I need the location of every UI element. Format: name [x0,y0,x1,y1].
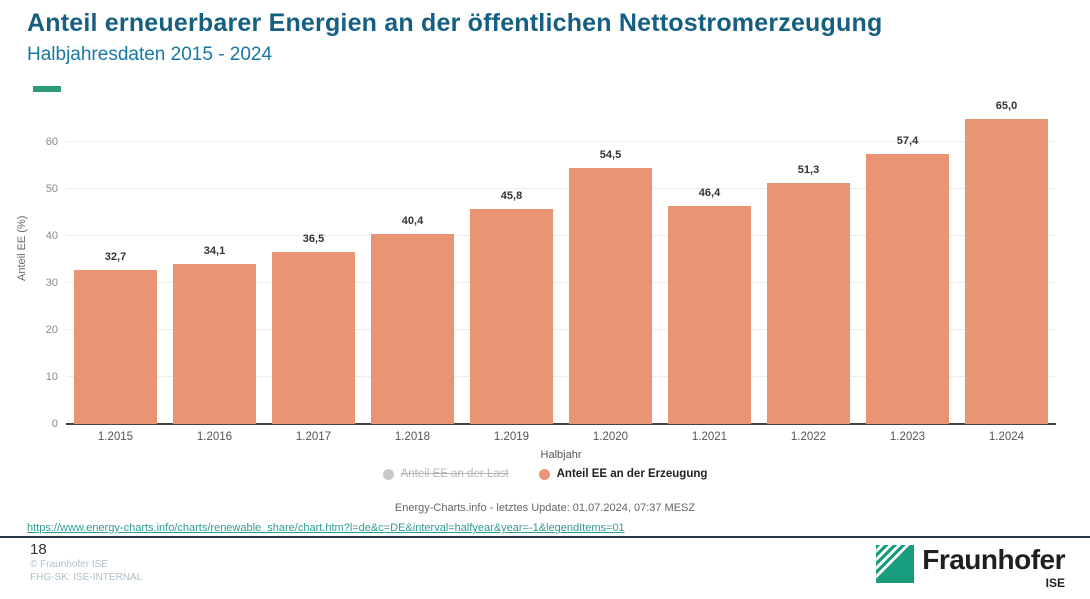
bar-value-label-1.2015: 32,7 [104,251,127,264]
fraunhofer-logo: Fraunhofer ISE [876,545,1065,590]
legend-item-erzeugung[interactable]: Anteil EE an der Erzeugung [538,468,708,480]
x-tick-label-1.2019: 1.2019 [493,431,530,443]
bar-1.2016 [173,263,256,424]
bar-value-label-1.2022: 51,3 [797,163,820,176]
bar-1.2024 [965,118,1048,424]
bar-column-1.2017: 36,5 [264,112,363,424]
bar-value-label-1.2020: 54,5 [599,148,622,161]
legend-item-last[interactable]: Anteil EE an der Last [382,468,509,480]
x-tick-label-1.2021: 1.2021 [691,431,728,443]
gridline-y-20 [66,329,1056,330]
bar-value-label-1.2019: 45,8 [500,189,523,202]
x-tick-label-1.2015: 1.2015 [97,431,134,443]
x-tick-label-1.2020: 1.2020 [592,431,629,443]
gridline-y-50 [66,188,1056,189]
bar-1.2018 [371,234,454,424]
x-tick-label-1.2022: 1.2022 [790,431,827,443]
footer-divider [0,536,1090,538]
y-tick-label-40: 40 [45,230,58,242]
chart-url-link[interactable]: https://www.energy-charts.info/charts/re… [27,522,625,534]
y-tick-label-0: 0 [51,418,58,430]
bar-column-1.2022: 51,3 [759,112,858,424]
source-note: Energy-Charts.info - letztes Update: 01.… [394,502,696,514]
logo-wordmark: Fraunhofer [922,544,1065,575]
x-tick-label-1.2017: 1.2017 [295,431,332,443]
x-tick-label-1.2023: 1.2023 [889,431,926,443]
bar-value-label-1.2021: 46,4 [698,186,721,199]
legend-dot-icon [538,468,550,480]
y-tick-label-10: 10 [45,371,58,383]
gridline-y-10 [66,376,1056,377]
bar-value-label-1.2023: 57,4 [896,135,919,148]
bar-1.2015 [74,270,157,424]
legend-dot-icon [382,468,394,480]
bar-column-1.2021: 46,4 [660,112,759,424]
x-tick-label-1.2018: 1.2018 [394,431,431,443]
x-axis-tick-labels: 1.2015 1.2016 1.2017 1.2018 1.2019 1.2020 1.20… [66,431,1056,443]
classification-text: FHG-SK: ISE-INTERNAL [30,572,143,583]
bar-1.2019 [470,208,553,424]
bar-column-1.2020: 54,5 [561,112,660,424]
bar-column-1.2019: 45,8 [462,112,561,424]
copyright-text: © Fraunhofer ISE [30,559,108,570]
y-tick-label-20: 20 [45,324,58,336]
page-number: 18 [30,541,47,558]
fraunhofer-logo-icon [876,545,915,583]
bar-value-label-1.2024: 65,0 [995,99,1018,112]
bar-value-label-1.2018: 40,4 [401,215,424,228]
gridline-y-30 [66,282,1056,283]
bar-column-1.2018: 40,4 [363,112,462,424]
bar-1.2017 [272,252,355,424]
x-axis-line [66,423,1056,425]
bar-chart-plot-area: 0 10 20 30 40 50 60 32,7 34,1 36,5 40,4 45,8 54,5 46,… [46,100,1056,430]
chart-legend: Anteil EE an der Last Anteil EE an der Er… [0,468,1090,480]
y-tick-label-50: 50 [45,183,58,195]
gridline-y-60 [66,141,1056,142]
x-tick-label-1.2016: 1.2016 [196,431,233,443]
y-tick-label-60: 60 [45,136,58,148]
y-tick-label-30: 30 [45,277,58,289]
bar-value-label-1.2017: 36,5 [302,233,325,246]
legend-label: Anteil EE an der Erzeugung [556,468,708,480]
page-subtitle: Halbjahresdaten 2015 - 2024 [27,44,273,65]
logo-institute: ISE [1045,576,1065,590]
logo-stripes [876,545,915,583]
bar-column-1.2024: 65,0 [957,100,1056,424]
x-axis-title: Halbjahr [540,449,582,461]
x-tick-label-1.2024: 1.2024 [988,431,1025,443]
bar-1.2022 [767,182,850,424]
accent-dash [33,86,61,92]
bar-column-1.2023: 57,4 [858,112,957,424]
gridline-y-40 [66,235,1056,236]
page-title: Anteil erneuerbarer Energien an der öffe… [27,9,883,37]
y-axis-title: Anteil EE (%) [16,215,28,281]
bar-value-label-1.2016: 34,1 [203,244,226,257]
bar-1.2023 [866,154,949,424]
bar-column-1.2016: 34,1 [165,112,264,424]
bar-1.2021 [668,205,751,424]
bar-column-1.2015: 32,7 [66,112,165,424]
bar-1.2020 [569,167,652,424]
legend-label: Anteil EE an der Last [400,468,509,480]
